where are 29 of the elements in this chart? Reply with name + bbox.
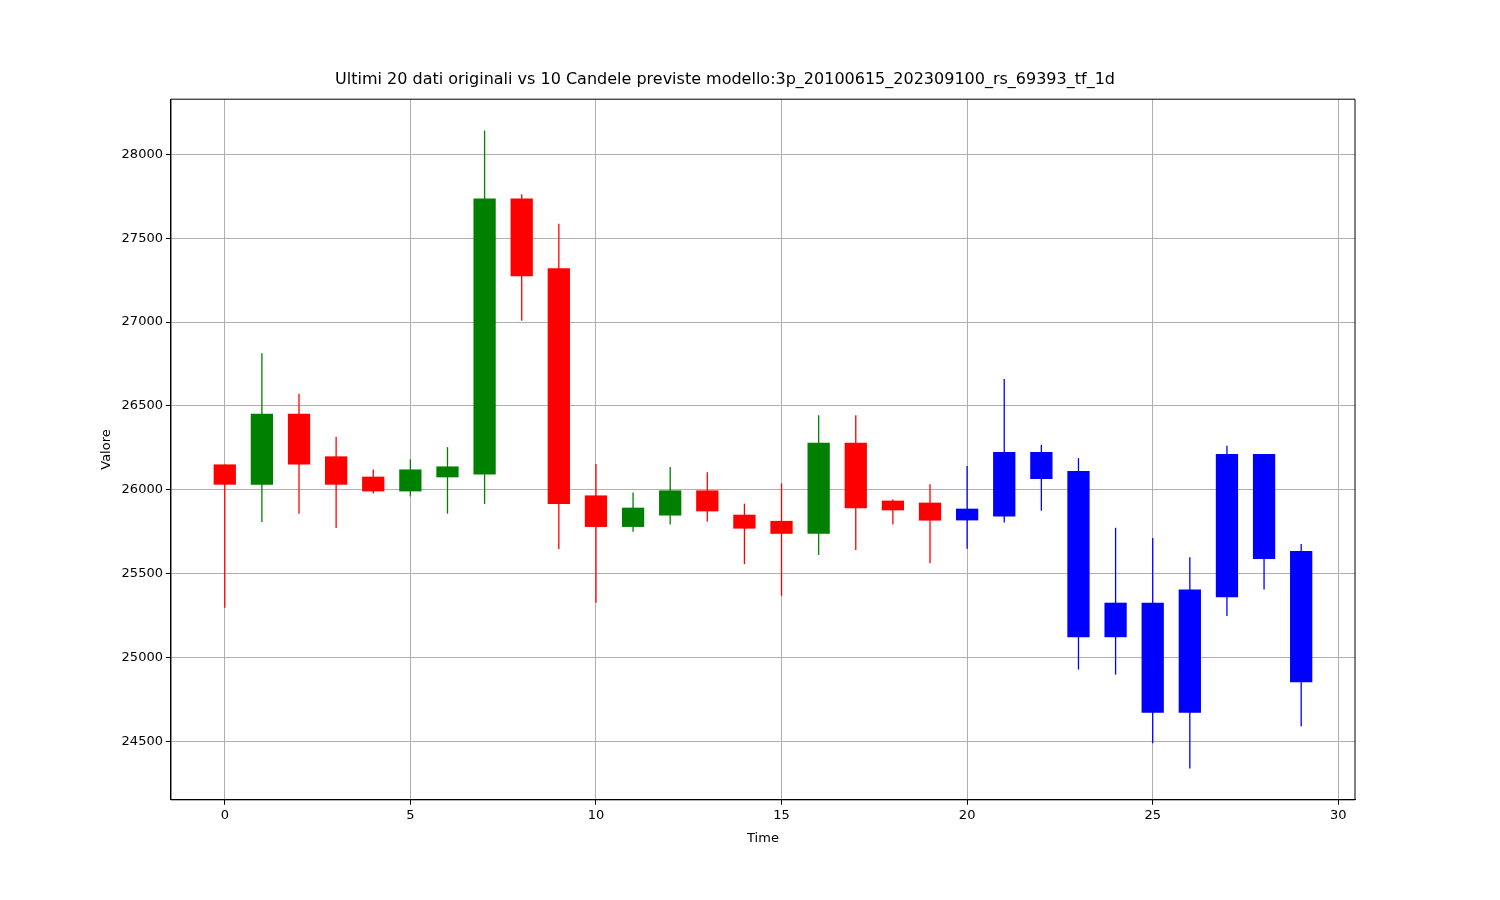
candlestick bbox=[621, 491, 645, 533]
y-tick-label: 26000 bbox=[121, 481, 163, 497]
candlestick bbox=[213, 463, 236, 609]
x-tick-label: 20 bbox=[958, 806, 976, 822]
y-tick-label: 24500 bbox=[121, 732, 163, 748]
y-tick-label: 28000 bbox=[121, 145, 163, 161]
y-tick-label: 27500 bbox=[121, 229, 163, 245]
x-tick-label: 15 bbox=[773, 806, 790, 822]
y-tick-label: 26500 bbox=[121, 397, 163, 413]
candlestick bbox=[696, 471, 719, 523]
candlestick bbox=[733, 502, 756, 565]
chart-title: Ultimi 20 dati originali vs 10 Candele previste modello:3p_20100615_202309100_rs_69393_tf_1d bbox=[335, 68, 1115, 89]
y-axis-title: Valore bbox=[98, 429, 114, 470]
candlestick bbox=[436, 446, 459, 515]
candlestick bbox=[881, 498, 905, 526]
candlestick bbox=[955, 465, 979, 550]
y-tick-label: 27000 bbox=[121, 313, 163, 329]
x-tick-label: 25 bbox=[1144, 806, 1161, 822]
y-tick-label: 25000 bbox=[121, 648, 163, 664]
candlestick bbox=[399, 458, 422, 498]
candlestick bbox=[362, 468, 385, 495]
y-tick-label: 25500 bbox=[121, 564, 163, 580]
x-tick-label: 10 bbox=[587, 806, 605, 822]
x-tick-label: 0 bbox=[220, 806, 229, 822]
candlestick bbox=[918, 483, 942, 564]
x-axis-title: Time bbox=[746, 829, 779, 845]
x-tick-label: 30 bbox=[1330, 806, 1347, 822]
candlestick bbox=[770, 482, 793, 597]
x-tick-label: 5 bbox=[406, 806, 415, 822]
